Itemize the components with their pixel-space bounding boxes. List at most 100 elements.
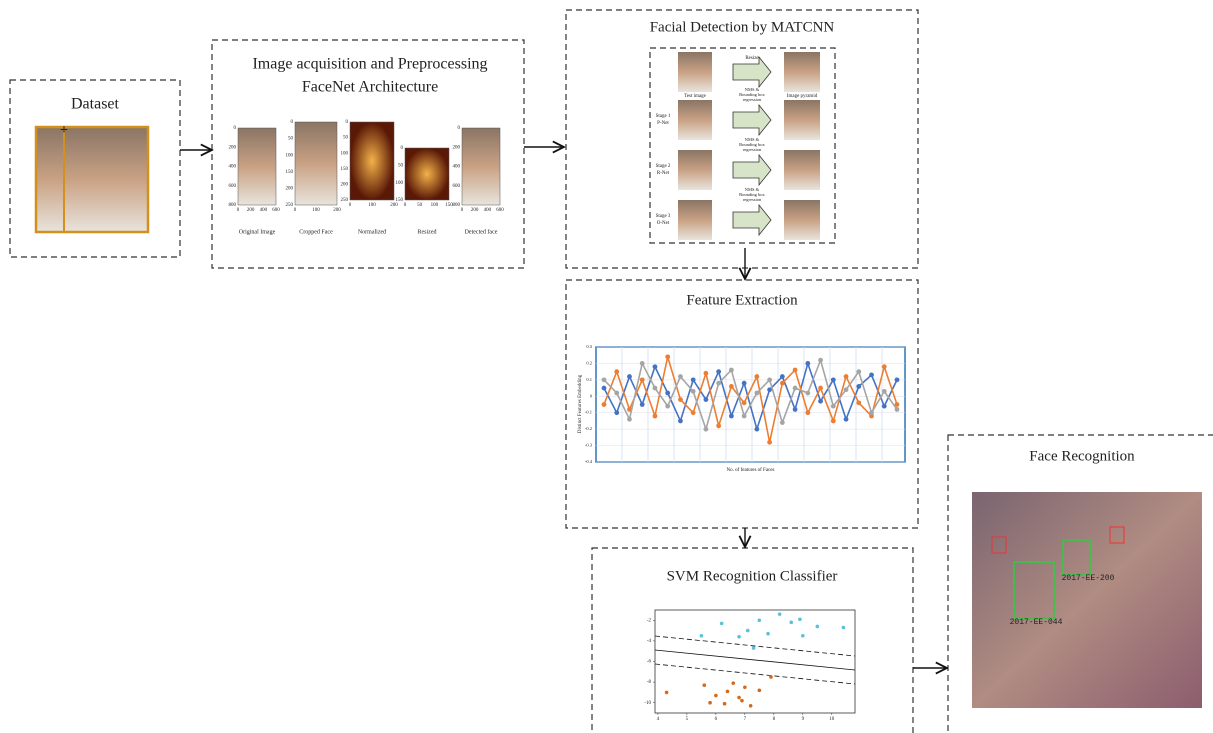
point — [816, 625, 820, 629]
tick-label: 200 — [229, 145, 237, 150]
tick-label: 200 — [453, 145, 461, 150]
axis-label: Distinct Features Embedding — [578, 374, 583, 433]
plot-frame — [655, 610, 855, 713]
point — [749, 704, 753, 708]
tick-label: 200 — [247, 208, 255, 213]
series-point — [895, 407, 900, 412]
block-arrow — [733, 57, 771, 87]
series-point — [729, 384, 734, 389]
point — [714, 694, 718, 698]
point — [743, 685, 747, 689]
photo — [784, 52, 820, 92]
y-tick-label: -6 — [647, 660, 652, 665]
tick-label: 100 — [341, 151, 349, 156]
series-point — [856, 400, 861, 405]
point — [700, 634, 704, 638]
series-point — [742, 414, 747, 419]
point — [740, 699, 744, 703]
tick-label: 100 — [286, 153, 294, 158]
series-point — [704, 397, 709, 402]
y-tick-label: -10 — [644, 701, 651, 706]
series-point — [602, 386, 607, 391]
label: Resize — [745, 56, 759, 61]
title: FaceNet Architecture — [302, 79, 438, 96]
stage-label: Stage 3 — [656, 214, 671, 219]
y-tick-label: -4 — [647, 639, 652, 644]
series-point — [754, 374, 759, 379]
series-point — [831, 419, 836, 424]
axis-label: No. of features of Faces — [727, 468, 775, 473]
tick-label: 250 — [286, 203, 294, 208]
series-point — [678, 397, 683, 402]
series-point — [844, 374, 849, 379]
photo — [784, 200, 820, 240]
series-point — [653, 386, 658, 391]
series-point — [678, 419, 683, 424]
series-point — [793, 407, 798, 412]
series-point — [780, 374, 785, 379]
series-point — [653, 364, 658, 369]
title: SVM Recognition Classifier — [667, 568, 838, 584]
tick-label: 600 — [229, 184, 237, 189]
series-point — [627, 417, 632, 422]
thumbnail — [295, 122, 337, 205]
series-point — [729, 368, 734, 373]
series-point — [844, 417, 849, 422]
block-arrow — [733, 155, 771, 185]
y-tick-label: -0.2 — [585, 426, 592, 431]
series-point — [678, 374, 683, 379]
tick-label: 200 — [341, 183, 349, 188]
tick-label: 100 — [312, 208, 320, 213]
title: Image acquisition and Preprocessing — [252, 56, 487, 73]
point — [778, 612, 782, 616]
point — [723, 702, 727, 706]
point — [766, 632, 770, 636]
title: Dataset — [71, 96, 120, 113]
series-point — [882, 389, 887, 394]
tick-label: 50 — [417, 203, 423, 208]
thumbnail — [238, 128, 276, 205]
y-tick-label: -0.1 — [585, 410, 592, 415]
series-point — [602, 377, 607, 382]
tick-label: 0 — [404, 203, 407, 208]
y-tick-label: -0.4 — [585, 459, 593, 464]
series-point — [780, 420, 785, 425]
series-point — [614, 369, 619, 374]
point — [702, 683, 706, 687]
recognition-image — [972, 492, 1202, 708]
series-point — [640, 377, 645, 382]
tick-label: 600 — [496, 208, 504, 213]
series-point — [767, 440, 772, 445]
tick-label: 150 — [286, 170, 294, 175]
series-point — [716, 381, 721, 386]
tick-label: 200 — [390, 203, 398, 208]
tick-label: 50 — [398, 163, 404, 168]
tick-label: 50 — [288, 137, 294, 142]
photo — [678, 100, 712, 140]
block-arrow — [733, 205, 771, 235]
series-point — [653, 414, 658, 419]
series-point — [869, 373, 874, 378]
series-point — [716, 369, 721, 374]
stage-label: R-Net — [657, 171, 670, 176]
tick-label: 200 — [471, 208, 479, 213]
series-point — [793, 386, 798, 391]
tick-label: 0 — [458, 126, 461, 131]
title: Facial Detection by MATCNN — [650, 19, 835, 35]
title: Face Recognition — [1029, 448, 1135, 464]
point — [720, 622, 724, 626]
series-point — [818, 386, 823, 391]
photo — [678, 52, 712, 92]
point — [801, 634, 805, 638]
tick-label: 50 — [343, 136, 349, 141]
tick-label: 0 — [237, 208, 240, 213]
series-point — [767, 377, 772, 382]
series-point — [805, 410, 810, 415]
series-point — [844, 387, 849, 392]
thumbnail — [462, 128, 500, 205]
tick-label: 0 — [346, 120, 349, 125]
series-point — [754, 391, 759, 396]
title: Feature Extraction — [686, 292, 798, 308]
y-tick-label: 0.3 — [586, 344, 592, 349]
tick-label: 250 — [341, 198, 349, 203]
